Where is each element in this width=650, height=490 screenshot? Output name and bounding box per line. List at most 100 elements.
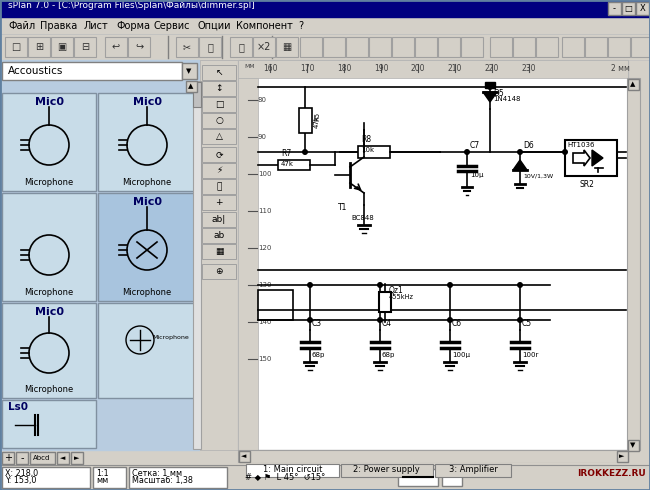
Bar bbox=[202, 244, 236, 259]
Text: ◄: ◄ bbox=[60, 455, 66, 461]
Text: 230: 230 bbox=[522, 64, 536, 73]
Bar bbox=[182, 63, 197, 79]
Text: 10μ: 10μ bbox=[470, 172, 484, 178]
Text: 10V/1,3W: 10V/1,3W bbox=[523, 174, 553, 179]
Text: X: 218,0: X: 218,0 bbox=[5, 469, 38, 478]
Bar bbox=[628, 79, 639, 90]
Text: ⎘: ⎘ bbox=[207, 42, 213, 52]
Text: Лист: Лист bbox=[84, 21, 109, 31]
Bar bbox=[98, 193, 196, 301]
Text: -: - bbox=[20, 453, 24, 463]
Text: 2: Power supply: 2: Power supply bbox=[354, 466, 420, 474]
Circle shape bbox=[447, 282, 453, 288]
Text: +: + bbox=[4, 453, 12, 463]
Text: 90: 90 bbox=[258, 134, 267, 140]
Text: ✂: ✂ bbox=[183, 42, 191, 52]
Text: 140: 140 bbox=[258, 319, 272, 325]
Bar bbox=[369, 37, 391, 57]
Bar bbox=[300, 37, 322, 57]
Text: ab|: ab| bbox=[212, 215, 226, 224]
Bar bbox=[461, 37, 483, 57]
Circle shape bbox=[562, 149, 568, 155]
Bar bbox=[415, 37, 437, 57]
Text: Microphone: Microphone bbox=[122, 288, 172, 297]
Bar bbox=[238, 463, 628, 478]
Text: 190: 190 bbox=[374, 64, 388, 73]
Bar bbox=[98, 303, 196, 398]
Circle shape bbox=[307, 282, 313, 288]
Bar bbox=[105, 37, 127, 57]
Text: Компонент: Компонент bbox=[236, 21, 293, 31]
Bar bbox=[2, 93, 96, 191]
Bar bbox=[202, 65, 236, 80]
Text: C4: C4 bbox=[382, 319, 392, 328]
Text: Файл: Файл bbox=[8, 21, 35, 31]
Text: Форма: Форма bbox=[116, 21, 150, 31]
Bar bbox=[513, 37, 535, 57]
Bar bbox=[0, 0, 650, 18]
Text: Microphone: Microphone bbox=[122, 178, 172, 187]
Bar bbox=[238, 450, 628, 463]
Bar bbox=[238, 78, 258, 450]
Bar bbox=[0, 465, 650, 490]
Circle shape bbox=[447, 317, 453, 323]
Text: 47k: 47k bbox=[314, 116, 320, 128]
Circle shape bbox=[517, 282, 523, 288]
Text: ⟳: ⟳ bbox=[215, 150, 223, 159]
Text: 110: 110 bbox=[258, 208, 272, 214]
Bar bbox=[622, 2, 635, 15]
Bar bbox=[565, 140, 617, 176]
Text: R7: R7 bbox=[281, 149, 291, 158]
Bar bbox=[98, 93, 196, 191]
Bar bbox=[435, 464, 511, 477]
Bar bbox=[129, 467, 227, 488]
Text: □: □ bbox=[12, 42, 21, 52]
Bar bbox=[176, 37, 198, 57]
Bar bbox=[490, 37, 512, 57]
Text: Accoustics: Accoustics bbox=[8, 66, 64, 76]
Circle shape bbox=[307, 317, 313, 323]
Text: SR2: SR2 bbox=[579, 180, 594, 189]
Text: Qz1: Qz1 bbox=[389, 286, 404, 295]
Bar bbox=[202, 129, 236, 144]
Text: 47k: 47k bbox=[281, 161, 294, 167]
Text: □: □ bbox=[214, 100, 223, 109]
Text: Mic0: Mic0 bbox=[34, 307, 64, 317]
Bar bbox=[238, 60, 628, 450]
Bar bbox=[186, 81, 197, 92]
Text: ►: ► bbox=[619, 453, 625, 459]
Bar bbox=[253, 37, 275, 57]
Text: 68p: 68p bbox=[312, 352, 326, 358]
Bar bbox=[28, 37, 50, 57]
Text: ↕: ↕ bbox=[215, 84, 223, 93]
Text: ⚿: ⚿ bbox=[216, 182, 222, 191]
Bar bbox=[199, 37, 221, 57]
Bar bbox=[2, 400, 96, 448]
Bar bbox=[202, 163, 236, 178]
Bar bbox=[202, 81, 236, 96]
Circle shape bbox=[517, 317, 523, 323]
Bar bbox=[485, 82, 495, 88]
Polygon shape bbox=[592, 150, 603, 166]
Bar bbox=[200, 60, 238, 450]
Text: HT1036: HT1036 bbox=[567, 142, 595, 148]
Bar bbox=[617, 451, 628, 462]
Text: D5: D5 bbox=[493, 89, 504, 98]
Text: D6: D6 bbox=[523, 141, 534, 150]
Text: ⚡: ⚡ bbox=[216, 166, 222, 175]
Text: 10k: 10k bbox=[361, 147, 374, 153]
Bar bbox=[299, 108, 312, 133]
Text: Правка: Правка bbox=[40, 21, 77, 31]
Text: ◄: ◄ bbox=[241, 453, 247, 459]
Text: Опции: Опции bbox=[198, 21, 231, 31]
Text: ab: ab bbox=[213, 231, 225, 240]
Polygon shape bbox=[483, 92, 497, 102]
Text: ⊞: ⊞ bbox=[35, 42, 43, 52]
Bar bbox=[57, 452, 69, 464]
Text: Abcd: Abcd bbox=[33, 455, 51, 461]
Circle shape bbox=[517, 149, 523, 155]
Text: R5: R5 bbox=[314, 111, 320, 121]
Bar bbox=[202, 195, 236, 210]
Bar bbox=[193, 82, 201, 107]
Bar bbox=[93, 467, 126, 488]
